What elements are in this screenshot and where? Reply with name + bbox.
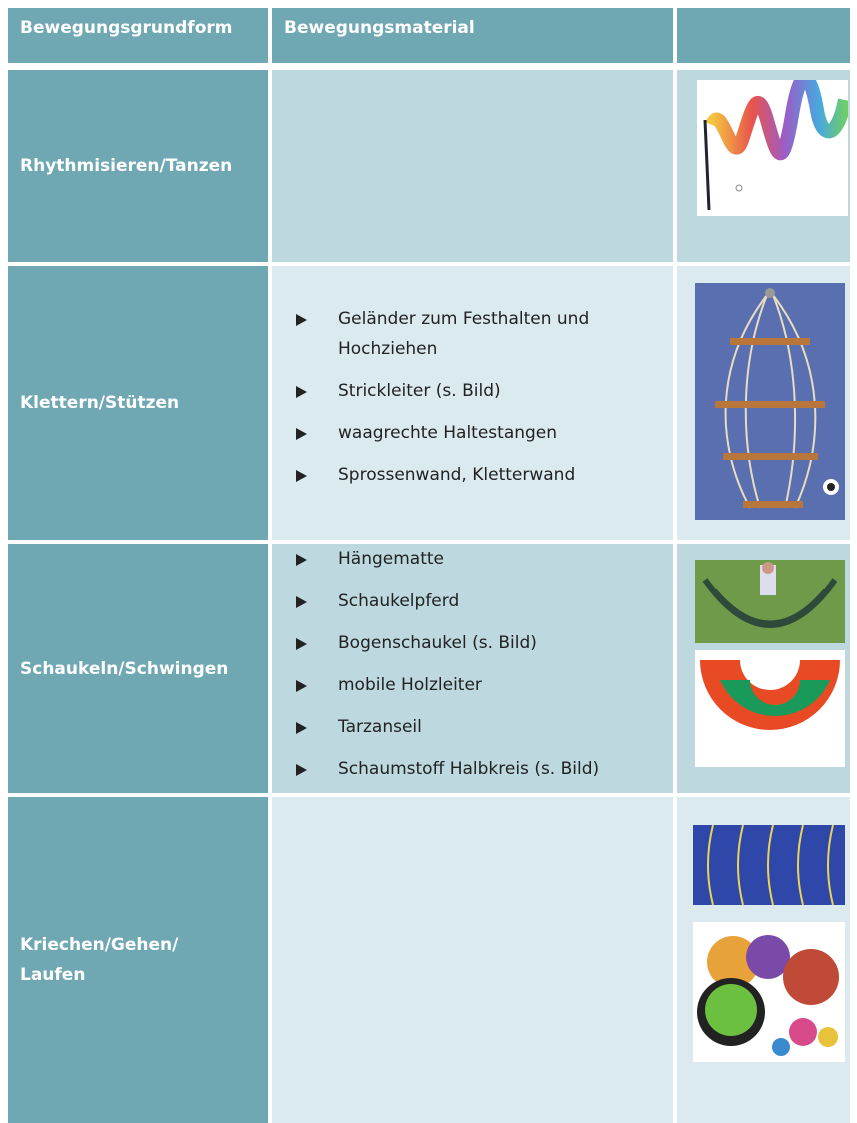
rope-ladder-image [695,283,845,520]
material-item: Geländer zum Festhalten und Hochziehen [294,304,673,364]
material-cell: Geländer zum Festhalten und Hochziehen St… [272,266,673,540]
row-label: Klettern/Stützen [8,266,268,540]
material-item: Bogenschaukel (s. Bild) [294,628,673,658]
material-item: Strickleiter (s. Bild) [294,376,673,406]
header-cell [677,8,850,63]
material-list: Hängematte Schaukelpferd Bogenschaukel (s.… [272,544,673,796]
material-item: mobile Holzleiter [294,670,673,700]
foam-halfcircle-image [695,650,845,767]
material-item: Sprossenwand, Kletterwand [294,460,673,490]
material-item: Schaukelpferd [294,586,673,616]
row-label: Rhythmisieren/Tanzen [8,70,268,262]
material-cell [272,70,673,262]
balance-discs-image [693,922,845,1062]
material-item: Schaumstoff Halbkreis (s. Bild) [294,754,673,784]
material-item: waagrechte Haltestangen [294,418,673,448]
row-label: Schaukeln/Schwingen [8,544,268,793]
header-cell: Bewegungsmaterial [272,8,673,63]
ribbon-image [697,80,848,216]
tunnel-image [693,825,845,905]
material-list: Geländer zum Festhalten und Hochziehen St… [272,304,673,502]
row-label: Kriechen/Gehen/ Laufen [8,797,268,1123]
header-cell: Bewegungsgrundform [8,8,268,63]
material-cell: Hängematte Schaukelpferd Bogenschaukel (s.… [272,544,673,793]
material-item: Hängematte [294,544,673,574]
rocker-image [695,560,845,643]
material-cell [272,797,673,1123]
material-item: Tarzanseil [294,712,673,742]
